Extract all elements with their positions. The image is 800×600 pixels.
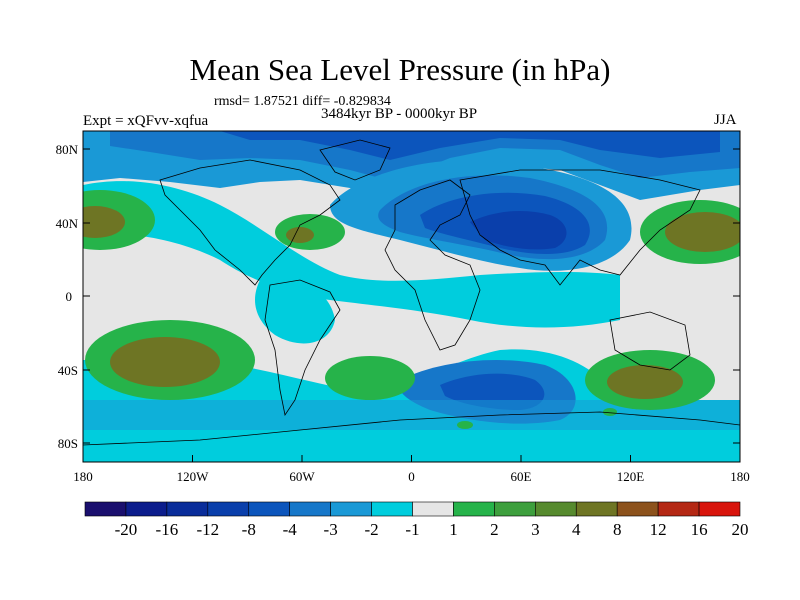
colorbar-swatch	[248, 501, 290, 517]
colorbar	[84, 501, 741, 517]
lon-label-120w: 120W	[177, 469, 210, 484]
coastlines	[83, 139, 740, 446]
lat-label-80n: 80N	[56, 142, 79, 157]
colorbar-labels: -20 -16 -12 -8 -4 -3 -2 -1 1 2 3 4 8 12 16 20	[115, 520, 749, 539]
lon-label-60e: 60E	[511, 469, 532, 484]
lat-label-40s: 40S	[58, 363, 78, 378]
colorbar-label: 3	[531, 520, 540, 539]
colorbar-swatch	[535, 501, 577, 517]
colorbar-swatch	[412, 501, 454, 517]
colorbar-swatch	[657, 501, 700, 517]
pressure-field	[83, 131, 740, 462]
lon-label-120e: 120E	[617, 469, 645, 484]
lon-label-180w: 180	[73, 469, 93, 484]
colorbar-label: -3	[324, 520, 338, 539]
colorbar-swatch	[371, 501, 413, 517]
rmsd-diff-stats: rmsd= 1.87521 diff= -0.829834	[214, 94, 391, 109]
colorbar-swatch	[453, 501, 495, 517]
colorbar-label: 8	[613, 520, 622, 539]
colorbar-label: -4	[283, 520, 298, 539]
colorbar-label: 2	[490, 520, 499, 539]
colorbar-label: -8	[242, 520, 256, 539]
lon-label-60w: 60W	[289, 469, 315, 484]
colorbar-swatch	[84, 501, 127, 517]
colorbar-label: -16	[156, 520, 179, 539]
colorbar-swatch	[494, 501, 536, 517]
colorbar-label: -20	[115, 520, 138, 539]
colorbar-label: 4	[572, 520, 581, 539]
colorbar-label: -12	[196, 520, 219, 539]
colorbar-swatch	[698, 501, 741, 517]
colorbar-label: -1	[405, 520, 419, 539]
lon-label-0: 0	[408, 469, 415, 484]
map-title: Mean Sea Level Pressure (in hPa)	[189, 52, 611, 87]
colorbar-swatch	[330, 501, 372, 517]
colorbar-label: 16	[691, 520, 708, 539]
colorbar-swatch	[616, 501, 659, 517]
colorbar-swatch	[207, 501, 250, 517]
colorbar-label: -2	[364, 520, 378, 539]
lon-label-180e: 180	[730, 469, 750, 484]
colorbar-swatch	[166, 501, 209, 517]
experiment-id: Expt = xQFvv-xqfua	[83, 113, 209, 129]
colorbar-label: 12	[650, 520, 667, 539]
colorbar-swatch	[125, 501, 168, 517]
colorbar-swatch	[289, 501, 331, 517]
season-label: JJA	[714, 112, 737, 128]
time-period: 3484kyr BP - 0000kyr BP	[321, 106, 478, 122]
lat-label-80s: 80S	[58, 436, 78, 451]
lat-label-40n: 40N	[56, 216, 79, 231]
colorbar-swatch	[575, 501, 618, 517]
lat-label-0: 0	[66, 289, 73, 304]
colorbar-label: 20	[732, 520, 749, 539]
colorbar-label: 1	[449, 520, 458, 539]
